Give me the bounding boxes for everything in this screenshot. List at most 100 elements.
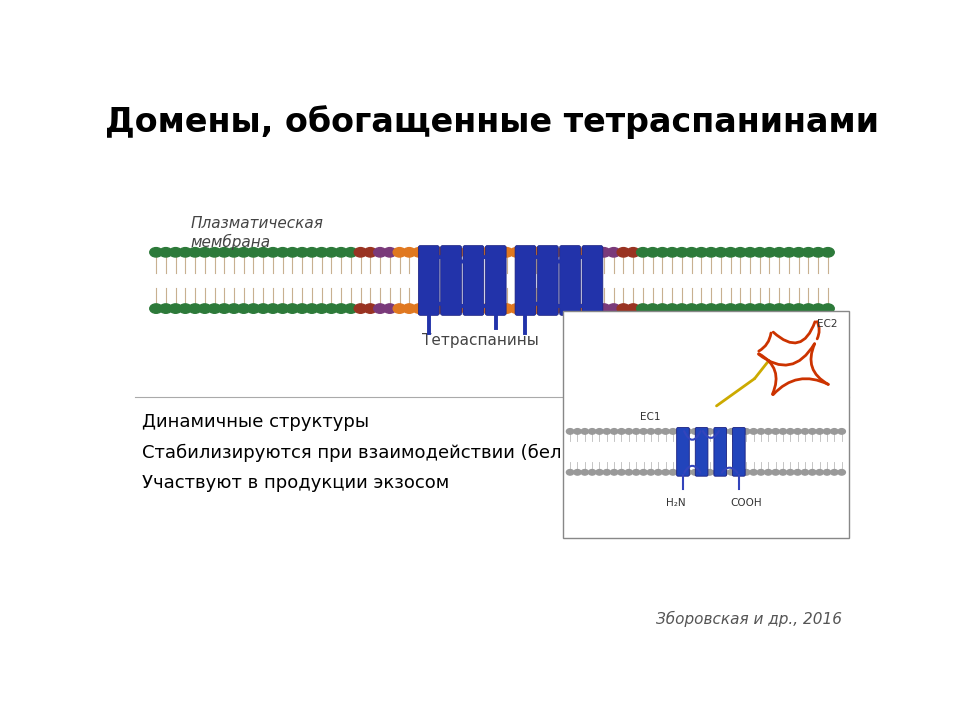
Circle shape: [578, 248, 590, 257]
Circle shape: [661, 469, 669, 475]
Circle shape: [830, 469, 838, 475]
Circle shape: [559, 248, 571, 257]
Circle shape: [734, 304, 747, 313]
Circle shape: [500, 248, 513, 257]
Circle shape: [228, 248, 240, 257]
Circle shape: [603, 428, 611, 434]
Circle shape: [763, 248, 776, 257]
Circle shape: [237, 248, 250, 257]
Circle shape: [754, 304, 766, 313]
Circle shape: [189, 304, 202, 313]
Circle shape: [786, 428, 794, 434]
Circle shape: [305, 248, 318, 257]
Circle shape: [519, 248, 533, 257]
Circle shape: [247, 304, 260, 313]
Text: Зборовская и др., 2016: Зборовская и др., 2016: [656, 611, 842, 627]
Circle shape: [442, 248, 454, 257]
Circle shape: [276, 248, 289, 257]
Circle shape: [691, 469, 699, 475]
Circle shape: [647, 428, 655, 434]
Circle shape: [830, 428, 838, 434]
Circle shape: [413, 304, 425, 313]
Circle shape: [647, 469, 655, 475]
Circle shape: [588, 304, 601, 313]
Text: COOH: COOH: [731, 498, 762, 508]
Circle shape: [247, 248, 260, 257]
Circle shape: [530, 248, 542, 257]
Circle shape: [383, 248, 396, 257]
Circle shape: [636, 248, 649, 257]
Circle shape: [267, 304, 279, 313]
Circle shape: [764, 428, 772, 434]
Text: Домены, обогащенные тетраспанинами: Домены, обогащенные тетраспанинами: [105, 106, 879, 140]
Circle shape: [695, 304, 708, 313]
Circle shape: [764, 469, 772, 475]
Circle shape: [257, 304, 270, 313]
Circle shape: [735, 469, 743, 475]
Circle shape: [394, 304, 406, 313]
Text: Стабилизируются при взаимодействии (белков-партнеров) с лигандами: Стабилизируются при взаимодействии (белк…: [142, 444, 834, 462]
Text: EC2: EC2: [818, 319, 838, 329]
Circle shape: [627, 304, 639, 313]
Circle shape: [578, 304, 590, 313]
Circle shape: [685, 304, 698, 313]
Circle shape: [208, 248, 221, 257]
Circle shape: [568, 304, 581, 313]
FancyBboxPatch shape: [677, 428, 689, 476]
Circle shape: [655, 469, 661, 475]
Circle shape: [462, 248, 474, 257]
Text: Динамичные структуры: Динамичные структуры: [142, 413, 370, 431]
Circle shape: [636, 304, 649, 313]
Circle shape: [816, 469, 824, 475]
Circle shape: [728, 428, 735, 434]
Circle shape: [754, 248, 766, 257]
Circle shape: [757, 469, 765, 475]
Circle shape: [816, 428, 824, 434]
Circle shape: [812, 304, 825, 313]
Circle shape: [742, 469, 750, 475]
Circle shape: [481, 304, 493, 313]
Circle shape: [782, 248, 795, 257]
Circle shape: [540, 304, 552, 313]
Circle shape: [699, 428, 706, 434]
Circle shape: [354, 248, 367, 257]
Circle shape: [646, 304, 659, 313]
Circle shape: [237, 304, 250, 313]
Circle shape: [471, 248, 484, 257]
Circle shape: [150, 304, 162, 313]
Circle shape: [617, 248, 630, 257]
Circle shape: [744, 304, 756, 313]
Circle shape: [549, 248, 562, 257]
FancyBboxPatch shape: [486, 246, 506, 315]
Circle shape: [617, 304, 630, 313]
Circle shape: [179, 304, 192, 313]
Circle shape: [838, 469, 846, 475]
Circle shape: [750, 469, 757, 475]
Circle shape: [706, 428, 713, 434]
Circle shape: [822, 304, 834, 313]
Circle shape: [639, 428, 647, 434]
Circle shape: [808, 469, 816, 475]
Circle shape: [596, 469, 603, 475]
Circle shape: [159, 304, 172, 313]
Circle shape: [394, 248, 406, 257]
Circle shape: [676, 304, 688, 313]
Circle shape: [656, 304, 669, 313]
Circle shape: [666, 248, 679, 257]
Circle shape: [713, 428, 721, 434]
Circle shape: [627, 248, 639, 257]
Circle shape: [721, 428, 728, 434]
Circle shape: [403, 304, 416, 313]
Circle shape: [581, 428, 588, 434]
Circle shape: [422, 304, 435, 313]
Circle shape: [812, 248, 825, 257]
FancyBboxPatch shape: [538, 246, 558, 315]
Circle shape: [792, 248, 805, 257]
Circle shape: [824, 428, 830, 434]
Circle shape: [257, 248, 270, 257]
Circle shape: [714, 248, 727, 257]
Circle shape: [500, 304, 513, 313]
Circle shape: [611, 469, 618, 475]
Circle shape: [383, 304, 396, 313]
Circle shape: [666, 304, 679, 313]
